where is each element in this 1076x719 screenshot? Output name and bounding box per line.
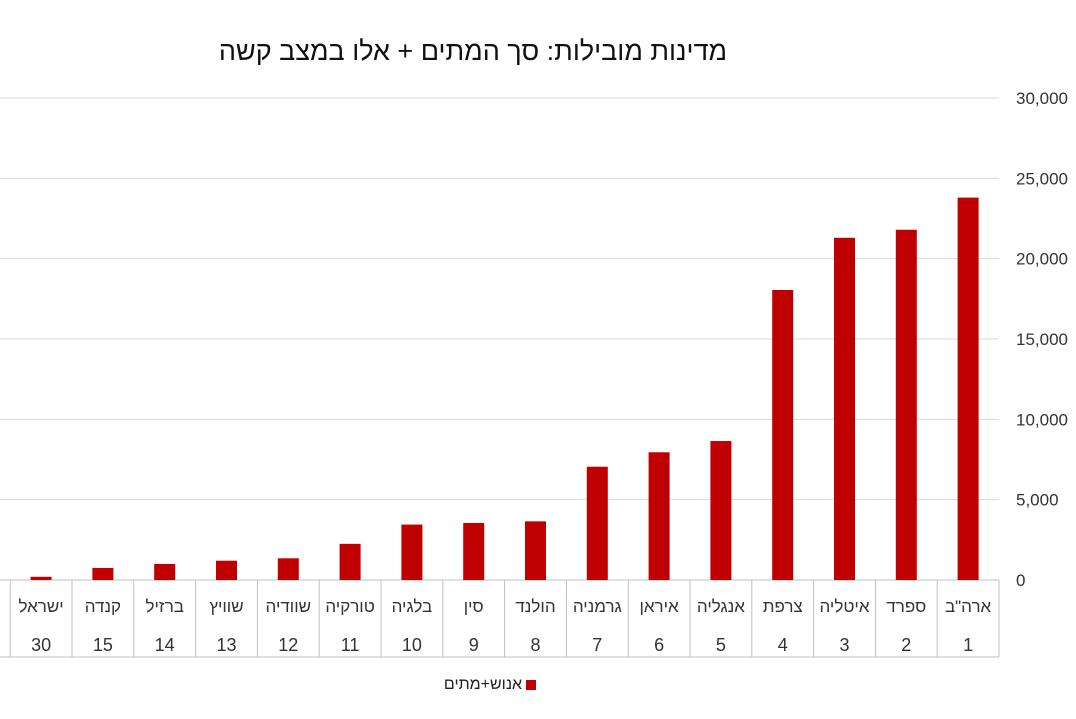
legend-label: אנוש+מתים bbox=[443, 676, 523, 693]
x-category-label: ספרד bbox=[886, 597, 926, 616]
legend-swatch bbox=[526, 680, 537, 690]
bar bbox=[401, 524, 423, 580]
chart-title: מדינות מובילות: סך המתים + אלו במצב קשה bbox=[218, 36, 728, 66]
x-category-label: טורקיה bbox=[325, 597, 374, 616]
bar bbox=[525, 521, 546, 580]
x-category-label: בלגיה bbox=[392, 597, 433, 616]
x-rank-label: 6 bbox=[654, 635, 664, 655]
y-tick-label: 25,000 bbox=[1016, 169, 1068, 188]
x-category-label: צרפת bbox=[763, 597, 803, 616]
bar bbox=[92, 567, 114, 580]
x-category-label: שוויץ bbox=[209, 597, 243, 616]
x-category-label: אנגליה bbox=[697, 597, 745, 616]
x-rank-label: 4 bbox=[778, 635, 788, 655]
x-rank-label: 14 bbox=[155, 635, 175, 655]
bar bbox=[586, 466, 608, 580]
bar bbox=[957, 197, 979, 580]
x-rank-label: 30 bbox=[31, 635, 51, 655]
x-rank-label: 1 bbox=[963, 635, 973, 655]
bar bbox=[648, 452, 670, 580]
x-rank-label: 9 bbox=[469, 635, 479, 655]
x-rank-label: 12 bbox=[278, 635, 298, 655]
x-rank-label: 5 bbox=[716, 635, 726, 655]
x-category-label: ארה"ב bbox=[945, 597, 992, 616]
y-tick-label: 15,000 bbox=[1016, 330, 1068, 349]
x-category-label: ישראל bbox=[18, 597, 63, 616]
y-tick-label: 30,000 bbox=[1016, 89, 1068, 108]
x-category-label: איראן bbox=[639, 597, 679, 616]
y-tick-label: 20,000 bbox=[1016, 250, 1068, 269]
legend: אנוש+מתים bbox=[0, 676, 980, 695]
x-category-label: ברזיל bbox=[145, 597, 184, 616]
y-tick-label: 5,000 bbox=[1016, 491, 1059, 510]
x-rank-label: 11 bbox=[341, 635, 360, 655]
bar bbox=[216, 560, 237, 580]
bar bbox=[339, 543, 361, 580]
bar bbox=[710, 441, 732, 580]
bar bbox=[772, 289, 794, 580]
bar bbox=[463, 522, 485, 580]
x-rank-label: 10 bbox=[402, 635, 422, 655]
x-category-label: סין bbox=[464, 597, 484, 616]
x-rank-label: 13 bbox=[216, 635, 236, 655]
x-rank-label: 7 bbox=[592, 635, 602, 655]
x-category-label: הולנד bbox=[515, 597, 555, 616]
x-category-label: קנדה bbox=[85, 597, 121, 616]
x-rank-label: 2 bbox=[901, 635, 911, 655]
bar bbox=[834, 237, 855, 580]
bar bbox=[154, 563, 176, 580]
x-category-label: איטליה bbox=[819, 597, 869, 616]
x-rank-label: 15 bbox=[93, 635, 113, 655]
y-tick-label: 10,000 bbox=[1016, 410, 1068, 429]
x-category-label: שוודיה bbox=[266, 597, 312, 616]
y-tick-label: 0 bbox=[1016, 571, 1025, 590]
x-rank-label: 3 bbox=[839, 635, 849, 655]
x-rank-label: 8 bbox=[530, 635, 540, 655]
x-category-label: גרמניה bbox=[573, 597, 622, 616]
bar bbox=[895, 229, 917, 580]
bar bbox=[30, 576, 52, 580]
bar bbox=[277, 558, 299, 580]
